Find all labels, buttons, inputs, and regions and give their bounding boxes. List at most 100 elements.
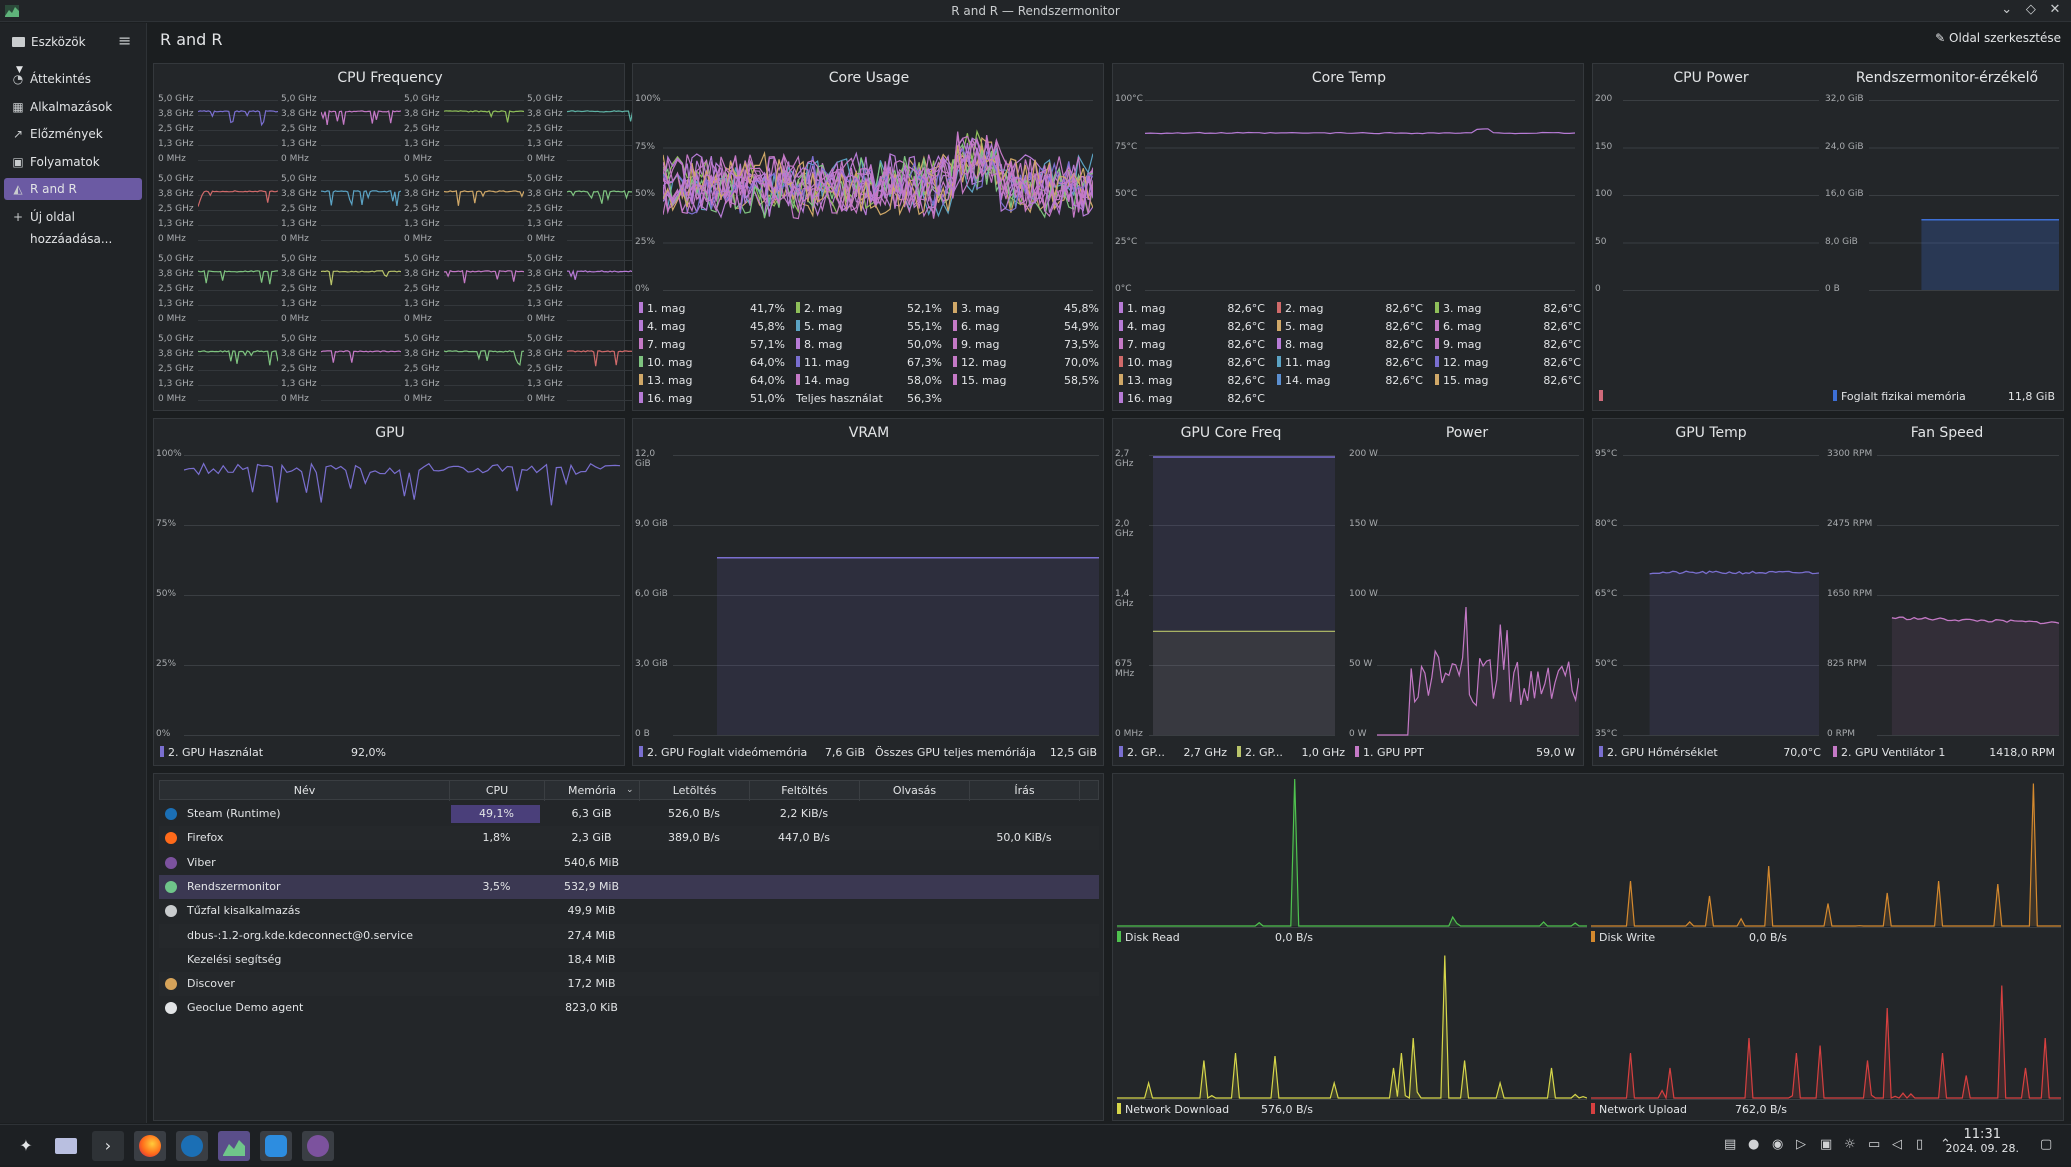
column-header-2[interactable]: Memória: [545, 781, 640, 801]
viber-tray-icon[interactable]: ◉: [1772, 1137, 1784, 1152]
process-name: Geoclue Demo agent: [187, 1001, 304, 1015]
legend-label: 3. mag: [1443, 302, 1482, 315]
close-button[interactable]: ✕: [2049, 2, 2061, 17]
legend-swatch: [1435, 338, 1439, 349]
axis-tick-label: 0 MHz: [158, 314, 186, 324]
core-temp-legend-item: 14. mag 82,6°C: [1277, 374, 1427, 387]
series-area: [1377, 607, 1579, 735]
gpu-temp-title: GPU Temp: [1675, 425, 1747, 441]
series-line: [663, 131, 1093, 218]
axis-tick-label: 2,5 GHz: [527, 204, 563, 214]
discover-icon[interactable]: [260, 1131, 292, 1161]
gpu-core-freq-plot: [1149, 455, 1335, 736]
core-usage-legend-item: 9. mag 73,5%: [953, 338, 1103, 351]
firefox-icon[interactable]: [134, 1131, 166, 1161]
clock[interactable]: 11:31 2024. 09. 28.: [1946, 1128, 2019, 1156]
axis-tick-label: 50°C: [1115, 189, 1138, 199]
table-row[interactable]: Firefox 1,8% 2,3 GiB 389,0 B/s 447,0 B/s 50,0…: [159, 826, 1099, 851]
steam-icon[interactable]: [176, 1131, 208, 1161]
show-desktop-icon[interactable]: ▢: [2040, 1137, 2053, 1152]
notes-icon[interactable]: ▣: [1820, 1137, 1833, 1152]
legend-value: 73,5%: [1064, 338, 1099, 351]
maximize-button[interactable]: ◇: [2025, 2, 2036, 17]
axis-tick-label: 65°C: [1595, 589, 1618, 599]
battery-icon[interactable]: ▯: [1916, 1137, 1924, 1152]
net-up-label: Network Upload: [1599, 1103, 1687, 1116]
gpu-clock-area: [1153, 457, 1335, 735]
legend-label: 12. mag: [961, 356, 1007, 369]
clipboard-icon[interactable]: ▤: [1724, 1137, 1737, 1152]
axis-tick-label: 1,3 GHz: [281, 299, 317, 309]
table-row[interactable]: Viber 540,6 MiB: [159, 851, 1099, 875]
sidebar-item-1[interactable]: ▦ Alkalmazások: [4, 96, 142, 118]
disk-read-label: Disk Read: [1125, 931, 1180, 944]
tools-menu-button[interactable]: Eszközök ▼: [6, 29, 96, 75]
axis-tick-label: 0 MHz: [404, 234, 432, 244]
legend-value: 54,9%: [1064, 320, 1099, 333]
legend-swatch: [639, 356, 643, 367]
cpu-frequency-title: CPU Frequency: [337, 70, 443, 86]
steam-tray-icon[interactable]: ●: [1748, 1137, 1760, 1152]
legend-value: 82,6°C: [1227, 320, 1265, 333]
column-header-0[interactable]: Név: [160, 781, 450, 801]
disk-read-plot: [1117, 778, 1587, 928]
network-download-legend: Network Download 576,0 B/s: [1117, 1103, 1317, 1116]
process-cpu: 1,8%: [482, 831, 511, 845]
file-manager-icon[interactable]: [50, 1131, 82, 1161]
table-row[interactable]: Rendszermonitor 3,5% 532,9 MiB: [159, 874, 1099, 899]
sidebar-item-5[interactable]: + Új oldal hozzáadása...: [4, 206, 142, 246]
media-player-icon[interactable]: ▷: [1796, 1137, 1806, 1152]
process-mem: 6,3 GiB: [571, 807, 612, 820]
table-row[interactable]: Steam (Runtime) 49,1% 6,3 GiB 526,0 B/s 2,2 …: [159, 802, 1099, 826]
edit-page-button[interactable]: ✎ Oldal szerkesztése: [1935, 31, 2061, 45]
brightness-icon[interactable]: ☼: [1844, 1137, 1856, 1152]
hamburger-menu-icon[interactable]: ≡: [118, 31, 132, 50]
column-header-6[interactable]: Írás: [970, 781, 1080, 801]
axis-tick-label: 75%: [635, 141, 656, 152]
legend-swatch: [1119, 320, 1123, 331]
cpu-core-frequency-plot: [321, 260, 401, 321]
sidebar-item-0[interactable]: ◔ Áttekintés: [4, 68, 142, 90]
table-row[interactable]: Kezelési segítség 18,4 MiB: [159, 948, 1099, 972]
process-up: 447,0 B/s: [778, 831, 830, 845]
column-header-5[interactable]: Olvasás: [860, 781, 970, 801]
viber-icon[interactable]: [302, 1131, 334, 1161]
legend-label: 1. mag: [1127, 302, 1166, 315]
legend-label: 11. mag: [1285, 356, 1331, 369]
volume-icon[interactable]: ◁: [1892, 1137, 1902, 1152]
column-header-4[interactable]: Feltöltés: [750, 781, 860, 801]
axis-tick-label: 0 MHz: [158, 154, 186, 164]
table-row[interactable]: Tűzfal kisalkalmazás 49,9 MiB: [159, 899, 1099, 923]
sidebar-item-label: Új oldal hozzáadása...: [30, 209, 113, 246]
core-usage-legend-item: 12. mag 70,0%: [953, 356, 1103, 369]
legend-swatch: [1833, 746, 1837, 757]
series-line: [663, 135, 1093, 220]
sidebar-item-4[interactable]: ◭ R and R: [4, 178, 142, 200]
expand-tray-icon[interactable]: ⌃: [1940, 1137, 1951, 1152]
axis-tick-label: 2,5 GHz: [404, 284, 440, 294]
column-header-3[interactable]: Letöltés: [640, 781, 750, 801]
system-monitor-icon: [5, 5, 19, 17]
legend-label: 16. mag: [647, 392, 693, 405]
table-row[interactable]: dbus-:1.2-org.kde.kdeconnect@0.service 27…: [159, 923, 1099, 948]
sidebar-item-3[interactable]: ▣ Folyamatok: [4, 151, 142, 173]
system-monitor-task-icon[interactable]: [218, 1131, 250, 1161]
app-launcher-icon[interactable]: ✦: [19, 1136, 33, 1155]
chart-icon: ◭: [13, 182, 23, 196]
cpu-core-frequency-plot: [198, 340, 278, 401]
network-icon[interactable]: ▭: [1868, 1137, 1881, 1152]
sidebar-item-2[interactable]: ↗ Előzmények: [4, 123, 142, 145]
table-row[interactable]: Geoclue Demo agent 823,0 KiB: [159, 996, 1099, 1020]
axis-tick-label: 24,0 GiB: [1825, 141, 1864, 152]
power-legend: 1. GPU PPT 59,0 W: [1355, 746, 1579, 759]
table-row[interactable]: Discover 17,2 MiB: [159, 972, 1099, 997]
terminal-icon[interactable]: ›: [92, 1131, 124, 1161]
column-header-1[interactable]: CPU: [450, 781, 545, 801]
sort-chevron-icon: ⌄: [626, 785, 634, 795]
axis-tick-label: 2,0 GHz: [1115, 519, 1134, 539]
sidebar-item-label: R and R: [30, 182, 77, 196]
core-temp-panel: Core Temp 100°C 75°C 50°C 25°C 0°C 1. mag 82,6…: [1112, 63, 1584, 411]
legend-label: 11. mag: [804, 356, 850, 369]
power-legend-value: 59,0 W: [1536, 746, 1575, 759]
minimize-button[interactable]: ⌄: [2001, 2, 2013, 17]
